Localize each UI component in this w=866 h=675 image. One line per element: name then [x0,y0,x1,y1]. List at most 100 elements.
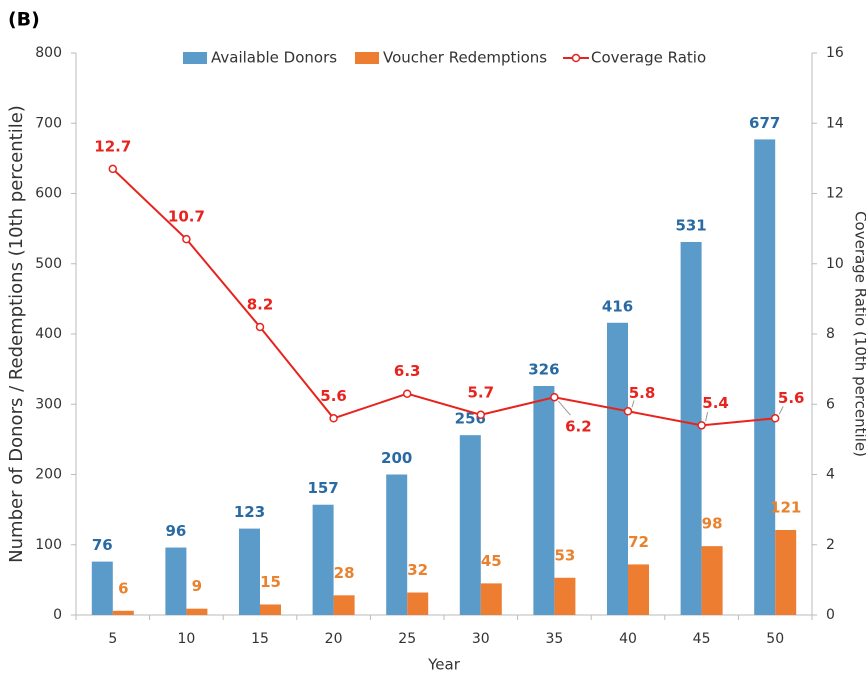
data-label: 45 [481,552,502,570]
line-point [108,164,118,174]
bar [312,504,334,615]
data-label: 157 [307,479,338,497]
data-label: 6 [118,579,128,597]
bar [407,592,429,615]
bar [628,564,649,615]
bar [112,610,134,615]
y2-tick-label: 14 [826,115,844,131]
data-label: 53 [554,546,575,564]
data-label: 76 [92,536,113,554]
bar [775,529,797,615]
bar [607,322,628,615]
bar [680,241,702,615]
line-point [476,410,486,420]
data-label: 32 [407,561,428,579]
x-tick-label: 15 [251,631,269,647]
x-tick-label: 20 [325,631,343,647]
x-tick-label: 45 [693,631,711,647]
bar [386,474,408,615]
bar [239,528,260,615]
data-label: 28 [334,564,355,582]
data-label: 5.7 [468,383,495,401]
y-tick-label: 500 [35,256,62,272]
data-label: 531 [675,216,706,234]
bar [260,604,281,615]
y-axis-label: Number of Donors / Redemptions (10th per… [6,105,27,563]
data-label: 5.4 [702,394,729,412]
legend-label: Available Donors [211,49,337,67]
legend-swatch [183,52,207,64]
data-label: 96 [165,522,186,540]
x-tick-label: 40 [619,631,637,647]
x-tick-label: 5 [108,631,117,647]
bar [701,546,723,615]
data-label: 416 [602,297,633,315]
y-tick-label: 200 [35,467,62,483]
legend-label: Coverage Ratio [591,49,706,67]
line-point [182,234,191,244]
bar [554,577,576,615]
leader-line [705,412,709,422]
leader-line [778,406,784,415]
data-label: 5.8 [629,384,656,402]
y-tick-label: 0 [53,607,62,623]
data-label: 677 [749,114,780,132]
bar [754,139,776,615]
data-label: 9 [192,577,202,595]
y-tick-label: 300 [35,396,62,412]
data-label: 6.3 [394,362,421,380]
bar [91,561,113,615]
line-point [402,389,412,398]
data-label: 15 [260,573,281,591]
data-label: 6.2 [565,418,592,436]
data-label: 5.6 [778,389,805,407]
line-point [329,414,338,423]
line-point [697,421,706,430]
legend-label: Voucher Redemptions [383,49,547,67]
bar [186,608,208,615]
y-tick-label: 800 [35,45,62,61]
y2-tick-label: 6 [826,396,835,412]
data-label: 12.7 [94,137,131,155]
x-tick-label: 10 [177,631,195,647]
leader-line [558,400,571,416]
line-point [770,414,780,423]
data-label: 5.6 [320,387,347,405]
legend-swatch [571,53,581,63]
y2-tick-label: 10 [826,256,844,272]
data-label: 72 [628,533,649,551]
bar [480,583,502,615]
chart-title: (B) [8,9,40,31]
data-label: 326 [528,360,559,378]
y2-tick-label: 16 [826,45,844,61]
line [112,168,776,427]
data-label: 123 [234,503,265,521]
line-point [255,322,265,332]
y2-tick-label: 8 [826,326,835,342]
data-label: 10.7 [168,208,205,226]
bar [459,435,481,615]
y-tick-label: 100 [35,537,62,553]
x-tick-label: 35 [545,631,563,647]
leader-line [631,400,635,408]
bar [533,385,555,615]
bar [333,595,355,615]
x-tick-label: 25 [398,631,416,647]
bar [165,547,187,615]
data-label: 121 [770,498,801,516]
legend-swatch [355,52,379,64]
x-tick-label: 30 [472,631,490,647]
x-tick-label: 50 [766,631,784,647]
y2-axis-label: Coverage Ratio (10th percentile) [852,211,866,457]
x-axis-label: Year [427,656,461,674]
y2-tick-label: 2 [826,537,835,553]
y2-tick-label: 0 [826,607,835,623]
data-label: 8.2 [247,295,274,313]
data-label: 200 [381,449,412,467]
line-point [550,392,559,402]
y-tick-label: 400 [35,326,62,342]
y-tick-label: 600 [35,186,62,202]
y-tick-label: 700 [35,115,62,131]
